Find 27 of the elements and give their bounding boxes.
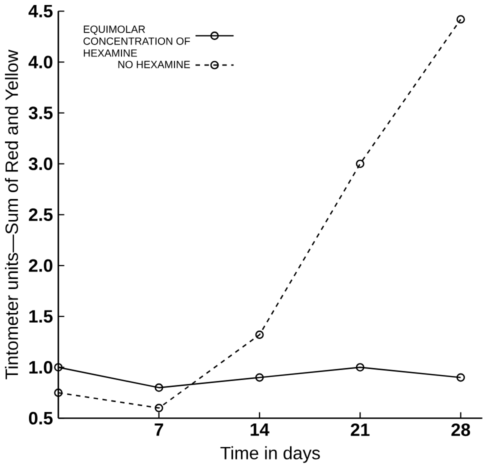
y-axis-title: Tintometer units—Sum of Red and Yellow: [4, 50, 18, 380]
y-tick-label: 2.0: [28, 259, 52, 272]
x-tick-label: 28: [451, 424, 470, 436]
point: [154, 383, 164, 392]
x-axis-title: Time in days: [220, 446, 320, 463]
point: [54, 388, 63, 398]
legend-label: EQUIMOLAR CONCENTRATION OF HEXAMINE: [84, 26, 190, 57]
x-tick-label: 7: [154, 424, 164, 436]
y-tick-label: 3.0: [28, 158, 52, 170]
x-tick-label: 21: [350, 424, 370, 436]
point: [356, 160, 364, 168]
y-tick-label: 0.5: [28, 412, 53, 425]
point: [255, 373, 264, 382]
point: [154, 404, 164, 412]
point: [456, 373, 465, 382]
y-tick-label: 4.5: [28, 5, 53, 18]
y-tick-label: 4.0: [28, 56, 52, 68]
legend-label: NO HEXAMINE: [118, 60, 190, 68]
point: [54, 363, 63, 372]
y-tick-label: 3.5: [28, 106, 53, 120]
point: [456, 15, 465, 24]
y-tick-label: 2.5: [28, 208, 53, 222]
y-tick-label: 1.0: [29, 361, 52, 374]
y-tick-label: 1.5: [29, 310, 53, 323]
x-tick-label: 14: [250, 424, 270, 436]
point: [356, 363, 364, 372]
point: [255, 330, 264, 340]
